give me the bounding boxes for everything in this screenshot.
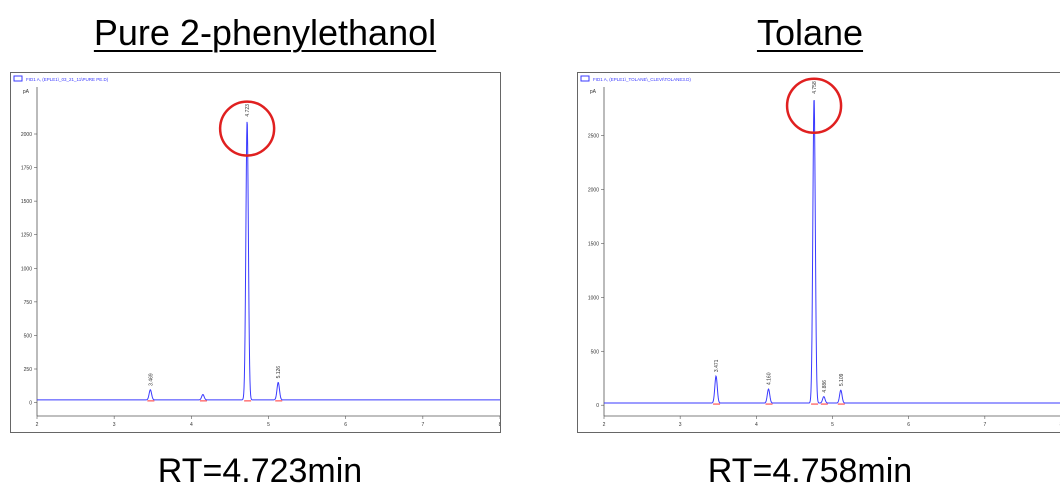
highlight-circle: [218, 100, 276, 157]
retention-time-right: RT=4.758min: [707, 452, 913, 490]
retention-time-left: RT=4.723min: [157, 452, 363, 490]
x-tick-label: 5: [267, 422, 270, 428]
y-tick-label: 1000: [21, 266, 32, 272]
y-tick-label: 1500: [21, 199, 32, 205]
legend-text: FID1 A, (EPLE1\_03_21_11\PURE PE.D): [26, 77, 109, 82]
x-tick-label: 2: [36, 422, 39, 428]
y-tick-label: 250: [24, 367, 33, 373]
y-tick-label: 2000: [21, 132, 32, 138]
y-tick-label: 2000: [588, 187, 599, 193]
y-tick-label: 0: [596, 403, 599, 409]
legend-swatch: [580, 75, 590, 82]
y-tick-label: 2500: [588, 134, 599, 140]
chart-title-right: Tolane: [756, 12, 864, 53]
legend-swatch: [13, 75, 23, 82]
x-tick-label: 4: [755, 422, 758, 428]
x-tick-label: 3: [113, 422, 116, 428]
peak-label: 3.469: [148, 373, 154, 386]
peak-label: 4.886: [822, 380, 828, 393]
peak-label: 4.723: [245, 104, 251, 117]
y-tick-label: 1750: [21, 166, 32, 172]
peak-label: 4.758: [812, 81, 818, 94]
peak-label: 5.109: [839, 373, 845, 386]
highlight-circle: [785, 77, 843, 135]
x-tick-label: 4: [190, 422, 193, 428]
y-tick-label: 0: [29, 401, 32, 407]
y-unit-label: pA: [23, 89, 30, 95]
chromatogram-trace: [37, 121, 500, 401]
x-tick-label: 7: [421, 422, 424, 428]
y-tick-label: 750: [24, 300, 33, 306]
chromatogram-plot-left: FID1 A, (EPLE1\_03_21_11\PURE PE.D)pA025…: [13, 75, 500, 428]
chromatogram-right: FID1 A, (EPLE1\_TOLANE\_CLEVI\TOLANE3.D)…: [577, 72, 1060, 433]
chart-title-left: Pure 2-phenylethanol: [93, 12, 437, 53]
y-tick-label: 500: [591, 349, 600, 355]
y-unit-label: pA: [590, 89, 597, 95]
peak-label: 5.126: [276, 366, 282, 379]
x-tick-label: 6: [907, 422, 910, 428]
chromatogram-trace: [604, 99, 1060, 404]
x-tick-label: 6: [344, 422, 347, 428]
x-tick-label: 7: [983, 422, 986, 428]
x-tick-label: 8: [499, 422, 500, 428]
legend-text: FID1 A, (EPLE1\_TOLANE\_CLEVI\TOLANE3.D): [593, 77, 691, 82]
x-tick-label: 3: [679, 422, 682, 428]
y-tick-label: 1250: [21, 233, 32, 239]
peak-label: 4.160: [767, 372, 773, 385]
y-tick-label: 1500: [588, 241, 599, 247]
x-tick-label: 2: [603, 422, 606, 428]
chromatogram-plot-right: FID1 A, (EPLE1\_TOLANE\_CLEVI\TOLANE3.D)…: [580, 75, 1060, 428]
x-tick-label: 5: [831, 422, 834, 428]
chromatogram-left: FID1 A, (EPLE1\_03_21_11\PURE PE.D) pA 0 25…: [10, 72, 501, 433]
y-tick-label: 1000: [588, 295, 599, 301]
y-tick-label: 500: [24, 333, 33, 339]
peak-label: 3.471: [714, 359, 720, 372]
